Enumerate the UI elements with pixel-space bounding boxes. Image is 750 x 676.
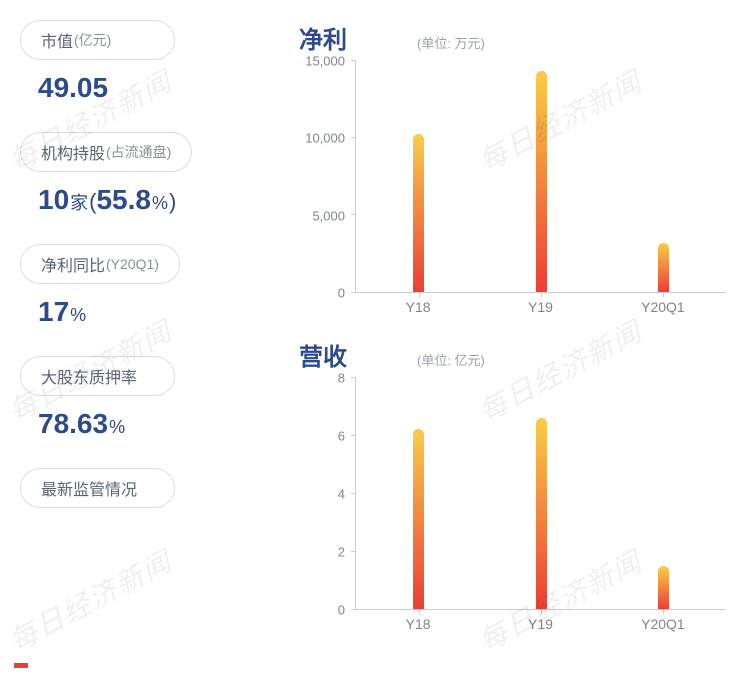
x-tick-label: Y20Q1	[641, 299, 685, 315]
chart-header: 营收 (单位: 亿元)	[291, 337, 726, 372]
y-tick-label: 5,000	[312, 208, 345, 223]
y-tick-mark	[351, 137, 356, 138]
stat-pill: 净利同比(Y20Q1)	[20, 244, 180, 284]
y-tick-mark	[351, 377, 356, 378]
chart-unit: (单位: 万元)	[417, 33, 485, 52]
stat-pill-label: 最新监管情况	[41, 476, 137, 500]
y-tick-label: 10,000	[305, 131, 345, 146]
y-tick-label: 2	[338, 545, 345, 560]
y-axis: 02468	[291, 378, 355, 610]
stat-pill-label: 净利同比	[41, 252, 105, 276]
chart-bar	[658, 243, 669, 292]
x-tick-label: Y18	[406, 616, 431, 632]
stat-pill: 最新监管情况	[20, 468, 175, 508]
stat-value-part: (	[89, 189, 96, 215]
y-tick-label: 15,000	[305, 54, 345, 69]
stat-pill-sub: (占流通盘)	[106, 142, 171, 162]
x-tick-label: Y18	[406, 299, 431, 315]
x-axis-labels: Y18 Y19 Y20Q1	[355, 610, 726, 638]
charts-column: 净利(单位: 万元)05,00010,00015,000Y18Y19Y20Q1营…	[275, 20, 726, 668]
chart-header: 净利 (单位: 万元)	[291, 20, 726, 55]
stat-pill-label: 大股东质押率	[41, 364, 137, 388]
y-tick-label: 0	[338, 603, 345, 618]
y-tick-mark	[351, 214, 356, 215]
y-axis: 05,00010,00015,000	[291, 61, 355, 293]
chart-plot	[355, 378, 726, 610]
stat-pill: 机构持股(占流通盘)	[20, 132, 192, 172]
left-stats-column: 市值(亿元) 49.05 机构持股(占流通盘) 10家(55.8%) 净利同比(Y20Q…	[20, 20, 275, 668]
x-tick-label: Y20Q1	[641, 616, 685, 632]
stat-value-part: 49.05	[38, 72, 108, 104]
stat-value-part: 78.63	[38, 408, 108, 440]
chart-bar	[536, 418, 547, 609]
stat-pill: 大股东质押率	[20, 356, 175, 396]
stat-pill-label: 市值	[41, 28, 73, 52]
stat-value-part: %	[109, 417, 125, 438]
stat-value-part: 10	[38, 184, 69, 216]
chart-title: 营收	[299, 337, 347, 372]
stat-value-part: %	[70, 305, 86, 326]
x-axis-labels: Y18 Y19 Y20Q1	[355, 293, 726, 321]
chart-block: 营收 (单位: 亿元) 0 2 4 6 8 Y18 Y19 Y20Q1	[291, 337, 726, 638]
stat-value: 10家(55.8%)	[38, 184, 275, 216]
stat-value: 49.05	[38, 72, 275, 104]
chart-bar	[413, 134, 424, 292]
x-tick-label: Y19	[528, 299, 553, 315]
stat-pill-sub: (Y20Q1)	[106, 256, 159, 272]
chart-bar	[536, 71, 547, 292]
y-tick-mark	[351, 60, 356, 61]
y-tick-label: 8	[338, 371, 345, 386]
stat-value: 17%	[38, 296, 275, 328]
chart-plot	[355, 61, 726, 293]
stat-pill: 市值(亿元)	[20, 20, 175, 60]
stat-value-part: 家	[70, 189, 88, 215]
stat-value: 78.63%	[38, 408, 275, 440]
y-tick-label: 6	[338, 429, 345, 444]
stat-value-part: 17	[38, 296, 69, 328]
y-tick-label: 4	[338, 487, 345, 502]
stat-pill-sub: (亿元)	[74, 30, 111, 50]
y-tick-mark	[351, 493, 356, 494]
chart-title: 净利	[299, 20, 347, 55]
y-tick-label: 0	[338, 286, 345, 301]
stat-pill-label: 机构持股	[41, 140, 105, 164]
stat-value-part: )	[169, 189, 176, 215]
stat-value-part: %	[152, 193, 168, 214]
x-tick-label: Y19	[528, 616, 553, 632]
y-tick-mark	[351, 435, 356, 436]
stat-value-part: 55.8	[96, 184, 151, 216]
chart-area: 05,00010,00015,000	[291, 61, 726, 293]
footer-red-mark	[14, 663, 28, 668]
chart-area: 02468	[291, 378, 726, 610]
chart-bar	[413, 429, 424, 609]
chart-block: 净利 (单位: 万元) 0 5,000 10,000 15,000 Y18 Y19 Y20Q1	[291, 20, 726, 321]
main-container: 市值(亿元)49.05机构持股(占流通盘)10家(55.8%)净利同比(Y20Q…	[0, 0, 750, 676]
chart-bar	[658, 566, 669, 610]
chart-unit: (单位: 亿元)	[417, 350, 485, 369]
y-tick-mark	[351, 551, 356, 552]
